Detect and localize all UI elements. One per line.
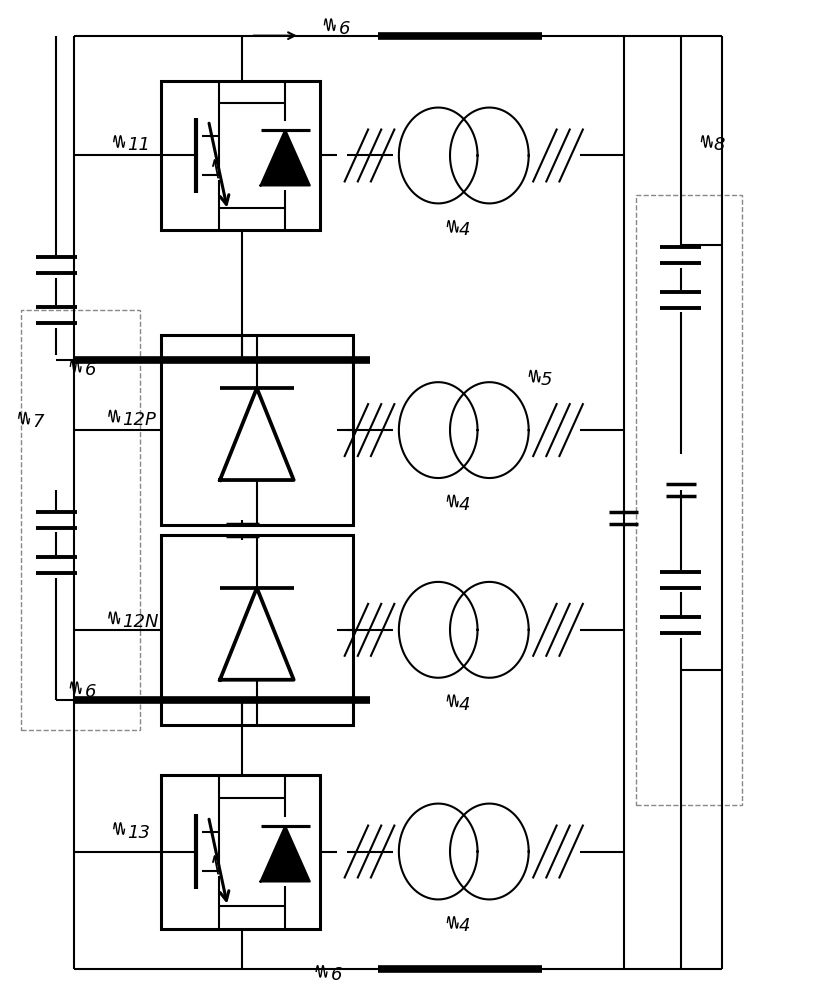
Text: 6: 6: [85, 683, 97, 701]
Bar: [636, 195, 742, 805]
Bar: [161, 535, 353, 725]
Text: 4: 4: [459, 221, 470, 239]
Text: 7: 7: [32, 413, 44, 431]
Text: 8: 8: [713, 136, 724, 154]
Text: 4: 4: [459, 496, 470, 514]
Bar: [161, 335, 353, 525]
Polygon shape: [260, 130, 310, 185]
Text: 12P: 12P: [122, 411, 156, 429]
Bar: [161, 775, 320, 929]
Bar: [161, 81, 320, 230]
Text: 4: 4: [459, 696, 470, 714]
Text: 6: 6: [331, 966, 342, 984]
Text: 11: 11: [127, 136, 150, 154]
Polygon shape: [260, 826, 310, 881]
Text: 6: 6: [85, 361, 97, 379]
Text: 4: 4: [459, 917, 470, 935]
Bar: [21, 310, 140, 730]
Text: 13: 13: [127, 824, 150, 842]
Text: 5: 5: [541, 371, 553, 389]
Text: 6: 6: [339, 20, 351, 38]
Text: 12N: 12N: [122, 613, 158, 631]
